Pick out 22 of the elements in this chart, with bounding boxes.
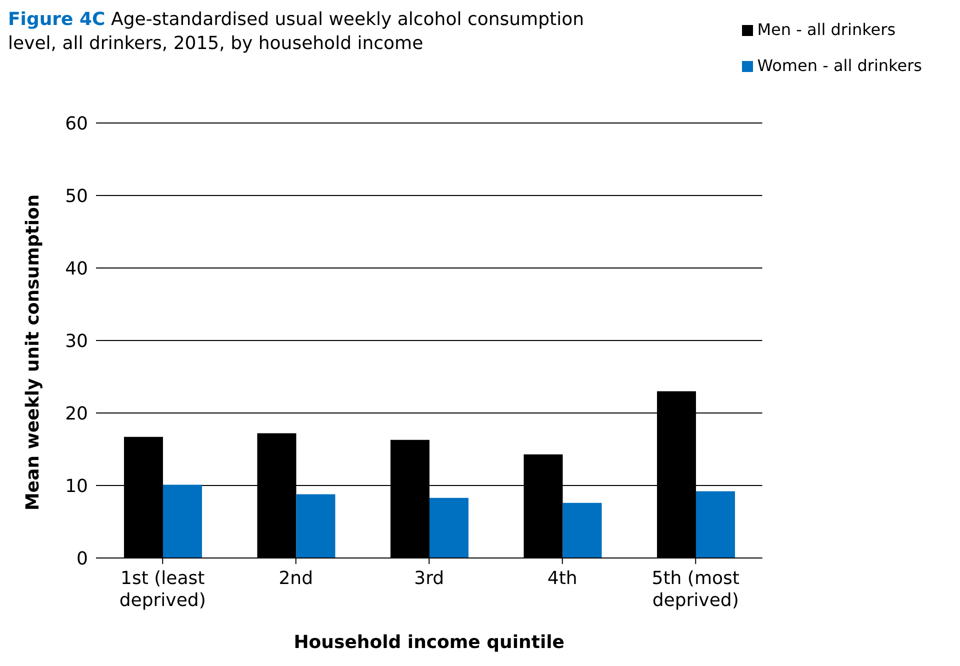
y-tick-label: 0 — [76, 548, 88, 570]
y-tick-label: 60 — [65, 113, 88, 134]
bar — [429, 498, 468, 558]
x-axis-title: Household income quintile — [294, 632, 565, 653]
legend-label: Women - all drinkers — [757, 56, 922, 75]
bar — [296, 494, 336, 558]
bar — [696, 491, 735, 558]
legend-label: Men - all drinkers — [757, 20, 896, 39]
x-tick-label: 2nd — [278, 568, 314, 589]
bar — [162, 484, 202, 558]
x-tick-label: 4th — [547, 568, 578, 589]
x-tick-label: 5th (most deprived) — [652, 568, 740, 611]
chart-title: Figure 4C Age-standardised usual weekly alcohol consumption level, all drinkers, 2015, by household income — [8, 8, 585, 56]
bar — [562, 502, 602, 558]
y-tick-label: 10 — [65, 476, 88, 497]
y-tick-label: 30 — [65, 330, 88, 352]
x-tick-label: 1st (least deprived) — [119, 568, 206, 611]
y-tick-label: 40 — [65, 258, 88, 280]
y-axis-title: Mean weekly unit consumption — [22, 194, 44, 510]
y-tick-label: 50 — [65, 186, 88, 207]
x-tick-label: 3rd — [414, 568, 444, 589]
y-tick-label: 20 — [65, 403, 88, 424]
